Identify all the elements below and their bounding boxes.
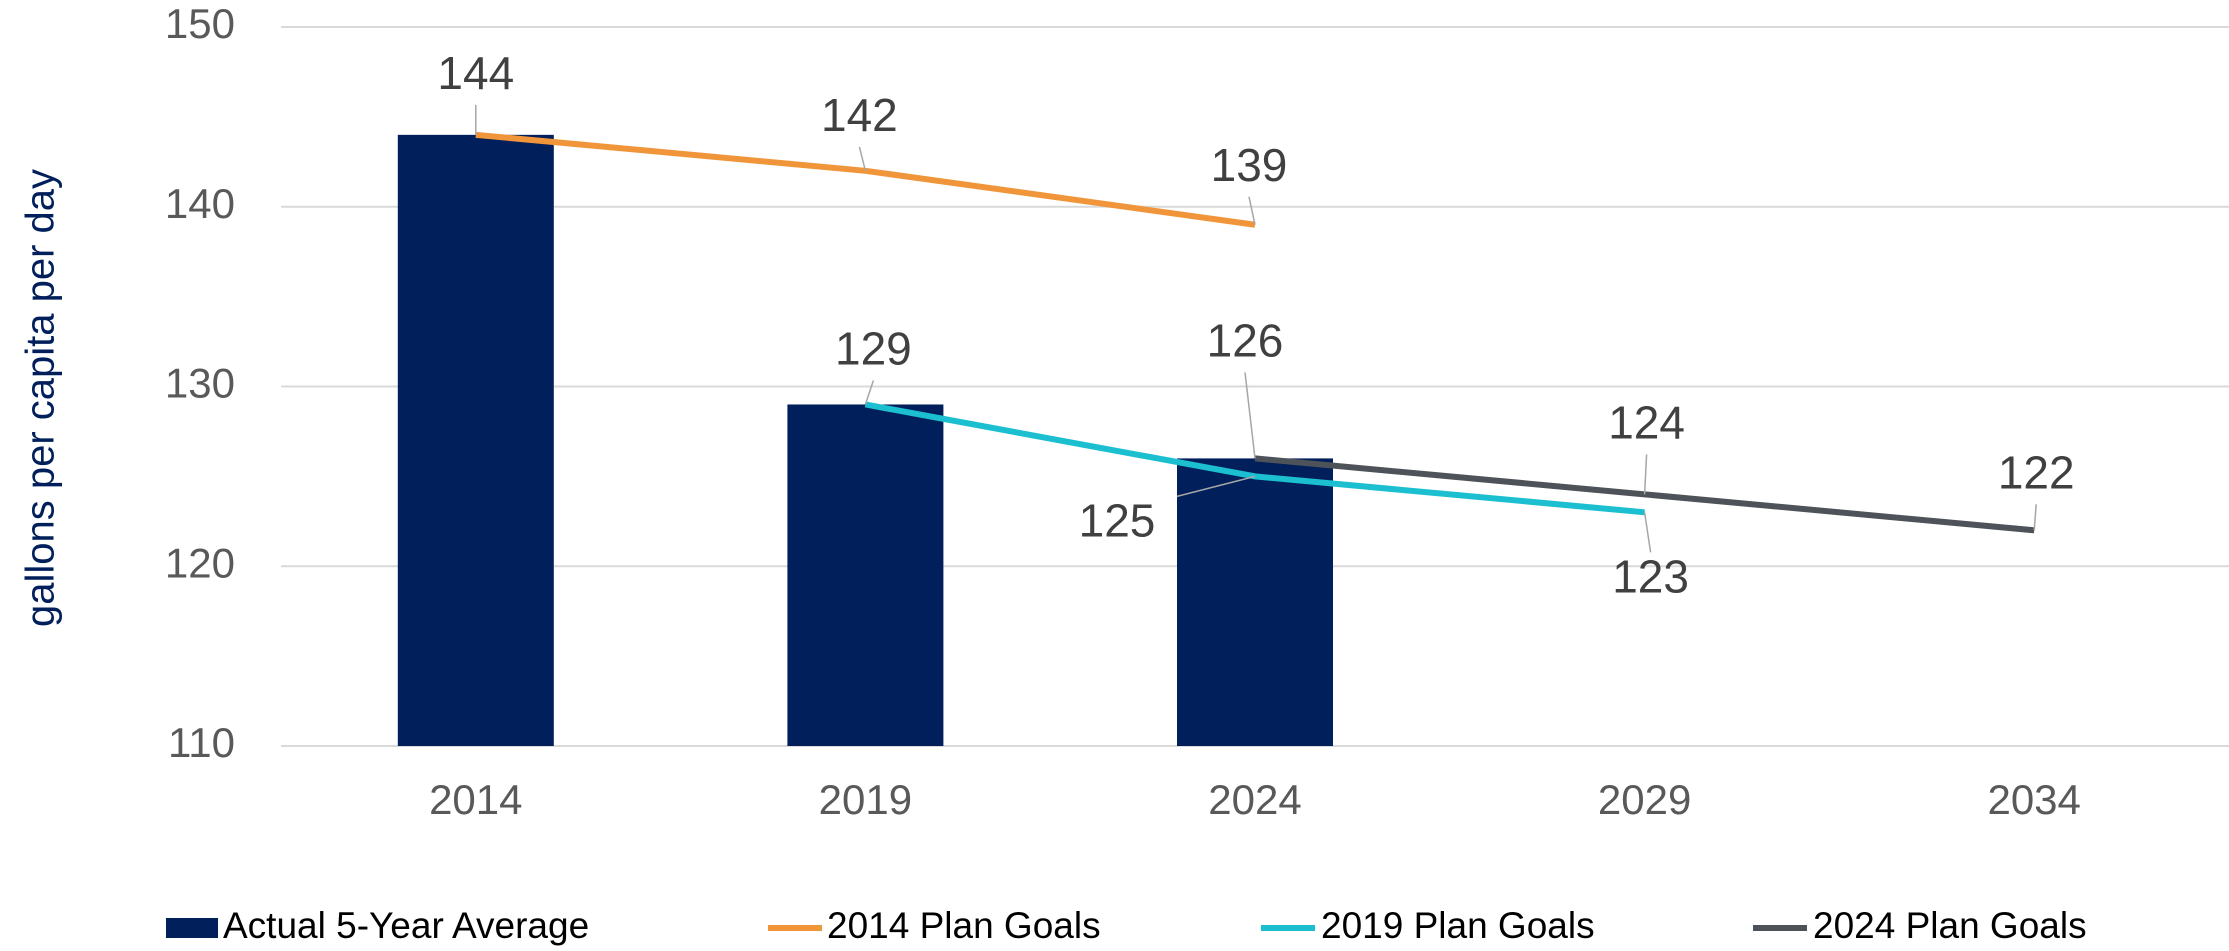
data-label: 122 <box>1998 446 2075 498</box>
data-label: 123 <box>1612 550 1689 602</box>
leader-line <box>2033 504 2037 531</box>
y-tick-label: 120 <box>165 539 235 586</box>
x-tick-label: 2034 <box>1987 776 2080 823</box>
legend-label: 2024 Plan Goals <box>1813 905 2087 946</box>
legend-label: 2019 Plan Goals <box>1321 905 1595 946</box>
bar <box>1177 458 1333 746</box>
data-label: 125 <box>1079 495 1156 547</box>
x-tick-label: 2019 <box>819 776 912 823</box>
leader-line <box>858 146 867 171</box>
leader-line <box>1643 512 1652 553</box>
data-label: 142 <box>821 89 898 141</box>
data-label: 129 <box>835 323 912 375</box>
bar <box>787 404 944 746</box>
y-tick-label: 110 <box>168 719 235 766</box>
data-label: 139 <box>1211 139 1288 191</box>
legend-label: 2014 Plan Goals <box>827 905 1101 946</box>
bar <box>397 134 554 747</box>
y-tick-label: 150 <box>165 0 235 47</box>
y-tick-label: 130 <box>165 360 235 407</box>
legend-swatch <box>166 918 218 938</box>
leader-line <box>1248 196 1256 225</box>
data-label: 124 <box>1608 397 1685 449</box>
y-tick-label: 140 <box>165 180 235 227</box>
leader-line <box>864 380 875 405</box>
line <box>475 131 1256 228</box>
leader-line <box>1244 372 1256 459</box>
y-axis-title: gallons per capita per day <box>19 169 63 627</box>
data-label: 126 <box>1207 315 1284 367</box>
x-tick-label: 2024 <box>1208 776 1301 823</box>
leader-line <box>1176 475 1256 498</box>
legend-label: Actual 5-Year Average <box>223 905 589 946</box>
leader-line <box>1643 454 1648 495</box>
x-tick-label: 2029 <box>1598 776 1691 823</box>
x-tick-label: 2014 <box>429 776 522 823</box>
data-label: 144 <box>437 47 514 99</box>
